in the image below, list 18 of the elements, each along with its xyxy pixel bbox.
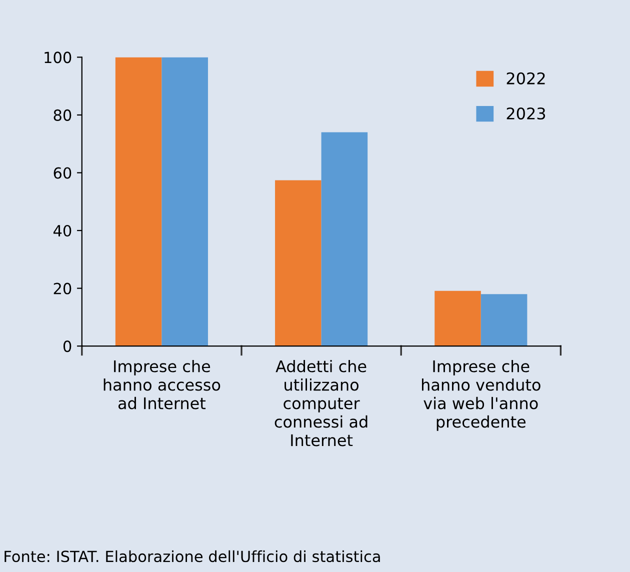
source-note: Fonte: ISTAT. Elaborazione dell'Ufficio di statistica <box>4 550 380 562</box>
bar <box>480 294 528 346</box>
y-tick-label: 80 <box>54 109 72 121</box>
bar <box>115 57 162 346</box>
x-tick-label: Imprese che hanno accesso ad Internet <box>104 360 220 410</box>
bar <box>162 57 208 346</box>
legend-label: 2023 <box>506 107 546 120</box>
x-tick-label: Addetti che utilizzano computer connessi ad Internet <box>274 360 368 446</box>
y-tick-label: 0 <box>63 340 72 352</box>
y-tick-label: 100 <box>44 52 72 64</box>
bar <box>434 290 481 346</box>
y-tick-label: 40 <box>53 224 72 237</box>
bar <box>275 180 322 346</box>
y-tick-label: 60 <box>54 167 72 179</box>
legend-label: 2022 <box>506 72 545 84</box>
y-tick-label: 20 <box>54 282 72 294</box>
x-tick-label: Imprese che hanno venduto via web l'anno precedente <box>422 360 540 431</box>
bar <box>321 132 368 346</box>
